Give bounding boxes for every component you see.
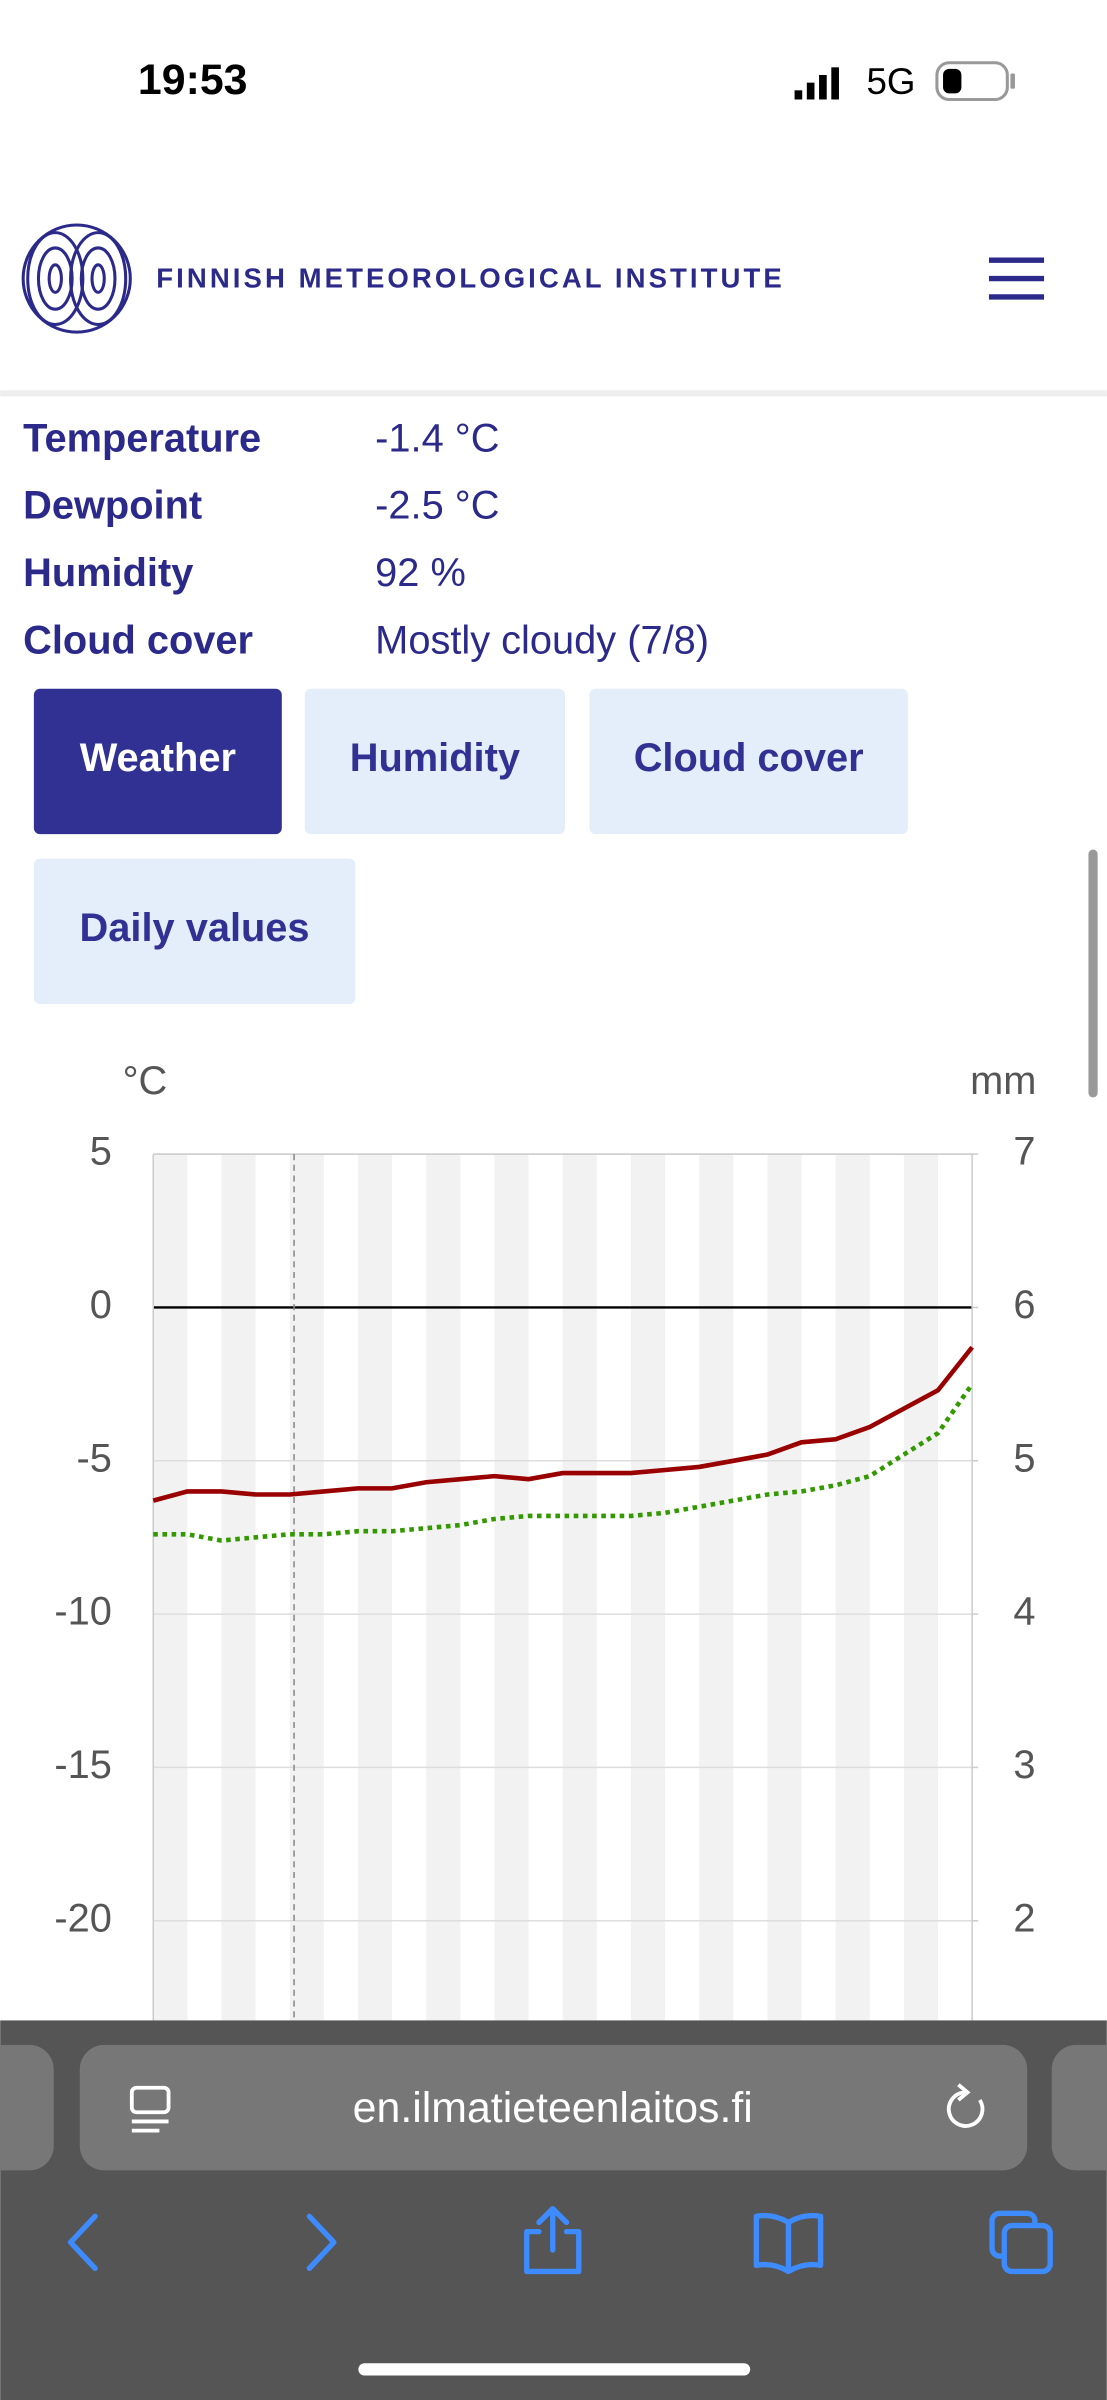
status-time: 19:53 (138, 56, 248, 104)
obs-value: -1.4 °C (375, 416, 499, 460)
obs-value: Mostly cloudy (7/8) (375, 618, 709, 662)
grid-stripe (426, 1154, 461, 2021)
grid-stripe (835, 1154, 870, 2021)
y-tick-label: 0 (90, 1283, 112, 1327)
header (0, 168, 1107, 391)
url-bar[interactable] (79, 2044, 1028, 2171)
next-tab[interactable] (1051, 2044, 1107, 2171)
obs-value: 92 % (375, 551, 466, 595)
logo[interactable] (21, 223, 132, 334)
series-line (152, 1345, 974, 1503)
y-tick-label: -10 (54, 1590, 111, 1634)
grid-stripe (562, 1154, 597, 2021)
y2-tick-label: 3 (1013, 1743, 1035, 1787)
grid-stripe (221, 1154, 256, 2021)
grid-stripe (357, 1154, 393, 2021)
grid-stripe (630, 1154, 666, 2021)
back-button[interactable] (67, 2213, 98, 2272)
y2-tick-label: 5 (1013, 1436, 1035, 1480)
status-network: 5G (867, 61, 916, 102)
y-tick-label: -20 (54, 1896, 111, 1940)
grid-stripe (767, 1154, 802, 2021)
obs-label: Temperature (23, 416, 261, 460)
obs-label: Humidity (23, 551, 193, 595)
share-button[interactable] (524, 2205, 582, 2275)
menu-button[interactable] (988, 257, 1045, 300)
prev-tab[interactable] (0, 2044, 54, 2171)
tab-label[interactable]: Daily values (80, 906, 310, 950)
tab[interactable] (589, 688, 908, 835)
reader-icon[interactable] (129, 2085, 171, 2133)
y2-tick-label: 4 (1013, 1590, 1035, 1634)
signal-icon (794, 67, 839, 100)
tab[interactable] (304, 688, 565, 835)
scrollbar (1088, 849, 1098, 1098)
tab[interactable] (33, 858, 356, 1005)
tab[interactable] (33, 688, 282, 835)
y-tick-label: -15 (54, 1743, 111, 1787)
y-tick-label: -5 (77, 1436, 112, 1480)
bookmarks-button[interactable] (753, 2212, 824, 2275)
tab-label[interactable]: Humidity (350, 736, 520, 780)
y-tick-label: 5 (90, 1130, 112, 1174)
obs-label: Dewpoint (23, 484, 202, 528)
tab-label[interactable]: Weather (80, 736, 236, 780)
y2-tick-label: 6 (1013, 1283, 1035, 1327)
y-axis-unit: °C (123, 1059, 168, 1103)
header-shadow (0, 390, 1107, 397)
grid-stripe (289, 1154, 324, 2021)
y2-tick-label: 2 (1013, 1896, 1035, 1940)
home-indicator (358, 2363, 751, 2376)
site-title[interactable]: FINNISH METEOROLOGICAL INSTITUTE (156, 262, 785, 293)
y2-axis-unit: mm (970, 1059, 1036, 1103)
tabs-button[interactable] (989, 2210, 1053, 2275)
grid-stripe (903, 1154, 939, 2021)
grid-stripe (699, 1154, 734, 2021)
url[interactable]: en.ilmatieteenlaitos.fi (353, 2084, 753, 2132)
grid-stripe (153, 1154, 188, 2021)
reload-icon[interactable] (946, 2083, 985, 2128)
obs-value: -2.5 °C (375, 484, 499, 528)
battery-icon (935, 61, 1015, 102)
grid-stripe (494, 1154, 529, 2021)
forward-button[interactable] (306, 2213, 337, 2272)
y2-tick-label: 7 (1013, 1130, 1035, 1174)
obs-label: Cloud cover (23, 618, 253, 662)
tab-label[interactable]: Cloud cover (634, 736, 864, 780)
